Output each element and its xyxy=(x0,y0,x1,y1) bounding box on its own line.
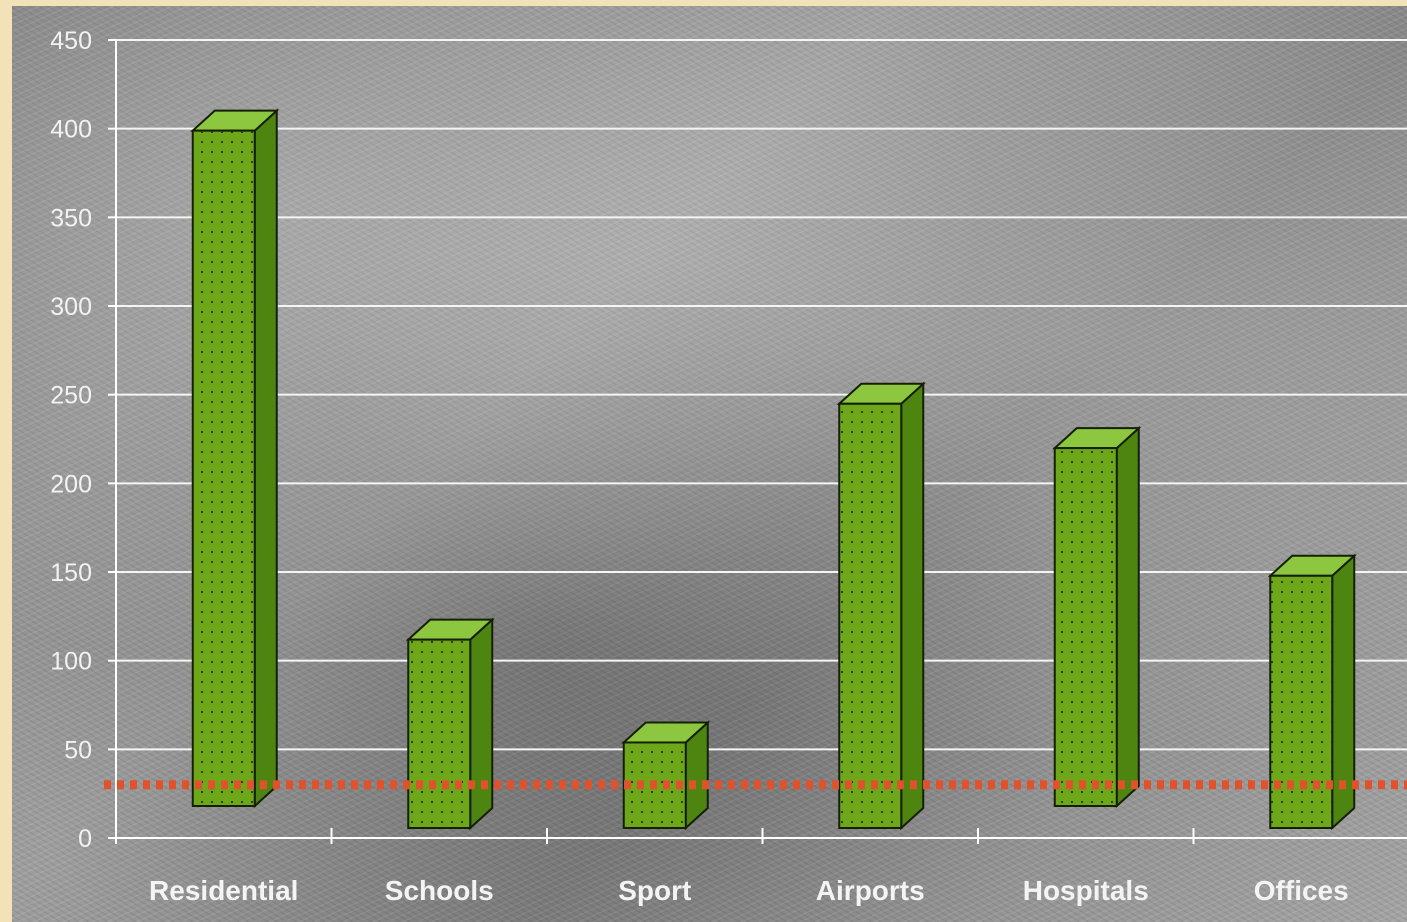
bar-schools xyxy=(405,617,495,831)
y-tick-label-250: 250 xyxy=(50,382,92,410)
bar-texture-1 xyxy=(408,639,471,828)
x-tick-label-schools: Schools xyxy=(385,875,494,906)
y-tick-label-450: 450 xyxy=(50,27,92,55)
axis-layer xyxy=(108,39,1407,844)
bar-side-3 xyxy=(900,381,925,831)
bar-texture-3 xyxy=(839,403,902,828)
bar-sport xyxy=(621,720,711,831)
bar-side-4 xyxy=(1115,425,1140,809)
y-tick-label-150: 150 xyxy=(50,559,92,587)
y-tick-label-100: 100 xyxy=(50,648,92,676)
y-tick-label-300: 300 xyxy=(50,293,92,321)
label-layer: 0 50 100 150 200 250 300 350 400 450 Residential Sc… xyxy=(50,27,1348,906)
x-tick-label-residential: Residential xyxy=(149,875,298,906)
bar-hospitals xyxy=(1052,425,1142,809)
bar-texture-5 xyxy=(1270,575,1333,828)
bar-layer xyxy=(190,108,1357,831)
y-tick-label-0: 0 xyxy=(78,825,92,853)
x-tick-label-sport: Sport xyxy=(618,875,691,906)
bar-texture-0 xyxy=(192,130,255,806)
x-tick-label-airports: Airports xyxy=(816,875,925,906)
x-tick-label-offices: Offices xyxy=(1254,875,1349,906)
bar-residential xyxy=(190,108,280,809)
bar-side-0 xyxy=(253,108,278,809)
y-tick-label-50: 50 xyxy=(64,736,92,764)
bar-airports xyxy=(836,381,926,831)
bar-side-1 xyxy=(469,617,494,831)
y-tick-label-350: 350 xyxy=(50,204,92,232)
bar-texture-4 xyxy=(1054,448,1117,806)
x-tick-label-hospitals: Hospitals xyxy=(1023,875,1149,906)
grid-layer xyxy=(116,39,1407,751)
y-tick-label-200: 200 xyxy=(50,470,92,498)
y-tick-label-400: 400 xyxy=(50,116,92,144)
